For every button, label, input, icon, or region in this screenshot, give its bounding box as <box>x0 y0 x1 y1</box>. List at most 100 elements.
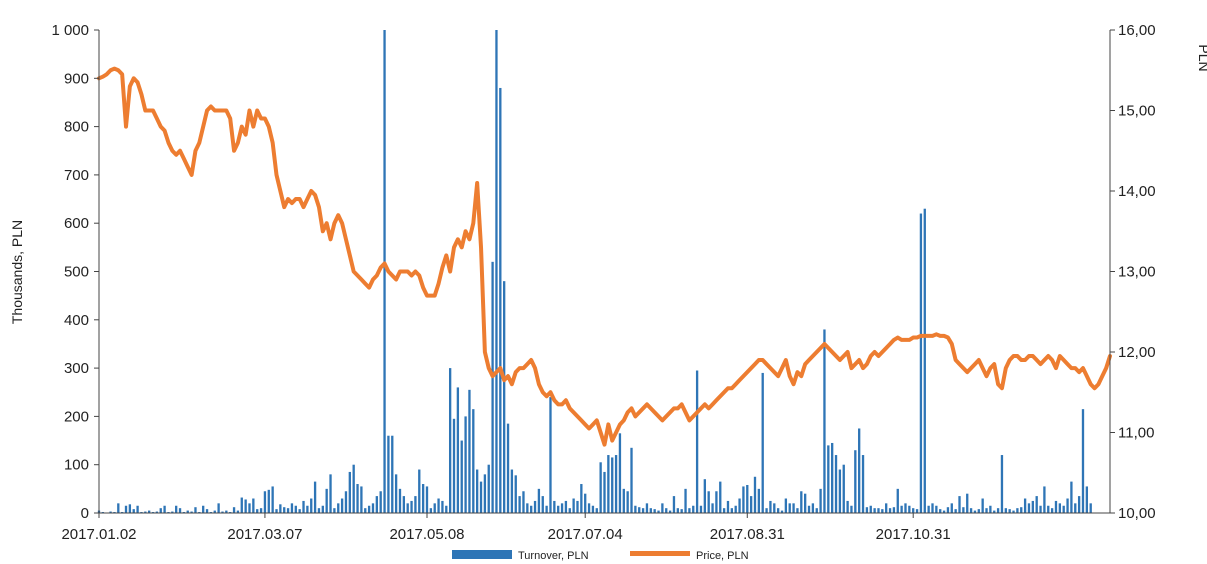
turnover-bar <box>371 503 375 513</box>
turnover-bar <box>969 508 973 513</box>
price-line <box>97 66 1112 447</box>
turnover-bar <box>117 503 120 513</box>
turnover-bar <box>298 509 301 513</box>
turnover-bar <box>769 500 772 513</box>
turnover-bar <box>279 504 282 513</box>
turnover-bar <box>418 469 421 513</box>
turnover-bar <box>665 508 668 513</box>
turnover-bar <box>437 498 440 513</box>
turnover-bar <box>406 503 409 513</box>
y-right-axis-label: PLN <box>1196 44 1207 71</box>
turnover-bar <box>1081 409 1085 513</box>
x-tick-label: 2017.01.02 <box>61 526 136 543</box>
turnover-bar <box>634 505 637 513</box>
turnover-bar <box>645 503 649 513</box>
turnover-bar <box>557 505 560 513</box>
turnover-bar <box>186 510 189 513</box>
turnover-bar <box>649 508 652 513</box>
turnover-bar <box>205 509 209 513</box>
x-tick-labels: 2017.01.02 2017.03.07 2017.05.08 2017.07.04… <box>61 513 951 543</box>
y-right-tick-label: 16,00 <box>1118 22 1156 39</box>
turnover-bar <box>472 409 475 513</box>
turnover-bar <box>973 510 977 513</box>
turnover-bar <box>927 505 930 513</box>
turnover-bar <box>537 488 541 513</box>
turnover-bar <box>267 489 270 513</box>
turnover-bar <box>344 491 348 513</box>
turnover-bar <box>869 505 872 513</box>
x-tick-label: 2017.08.31 <box>710 526 785 543</box>
price-line-group <box>97 66 1112 447</box>
turnover-bar <box>383 30 386 513</box>
turnover-bar <box>935 505 938 513</box>
turnover-bar <box>688 508 691 513</box>
turnover-bar <box>333 508 336 513</box>
turnover-bar <box>734 505 737 513</box>
turnover-bar <box>541 496 544 513</box>
turnover-bar <box>765 508 768 513</box>
turnover-bar <box>614 455 618 513</box>
turnover-bar <box>919 213 923 514</box>
turnover-bar <box>155 511 159 513</box>
turnover-bar <box>719 481 722 513</box>
x-tick-label: 2017.07.04 <box>548 526 623 543</box>
legend-swatch-turnover <box>452 550 512 559</box>
y-right-tick-label: 10,00 <box>1118 505 1156 522</box>
turnover-bar <box>842 464 845 513</box>
turnover-bar <box>464 416 467 513</box>
turnover-bar <box>190 511 193 513</box>
turnover-bar <box>1070 481 1073 513</box>
turnover-bar <box>904 503 907 513</box>
turnover-bar <box>1031 500 1034 513</box>
turnover-bar <box>819 488 822 513</box>
legend: Turnover, PLN Price, PLN <box>452 550 749 562</box>
turnover-bar <box>518 496 521 513</box>
y-left-tick-label: 800 <box>64 119 89 136</box>
turnover-bar <box>707 491 710 513</box>
turnover-bar <box>873 508 876 513</box>
y-left-tick-label: 300 <box>64 360 89 377</box>
turnover-bar <box>711 503 714 513</box>
turnover-bar <box>1039 505 1042 513</box>
turnover-bar <box>1000 455 1004 513</box>
turnover-bar <box>796 508 799 513</box>
x-tick-label: 2017.05.08 <box>389 526 464 543</box>
y-left-tick-label: 900 <box>64 70 89 87</box>
turnover-bar <box>954 509 957 513</box>
turnover-bar <box>367 505 371 513</box>
turnover-bar <box>931 503 934 513</box>
turnover-bar <box>1027 503 1031 513</box>
y-left-tick-labels: 0 100 200 300 400 500 600 700 800 900 1 000 <box>51 22 99 522</box>
turnover-bar <box>865 507 869 513</box>
turnover-bar <box>356 484 359 513</box>
turnover-bar <box>831 442 834 513</box>
turnover-bar <box>340 498 344 513</box>
turnover-bar <box>217 503 220 513</box>
turnover-bar <box>800 491 803 513</box>
turnover-bar <box>977 509 980 513</box>
turnover-bar <box>993 510 996 513</box>
turnover-bar <box>587 503 591 513</box>
turnover-bar <box>1062 505 1065 513</box>
turnover-bar <box>225 510 228 513</box>
turnover-bar <box>850 505 853 513</box>
turnover-bar <box>306 505 309 513</box>
turnover-bar <box>753 476 757 513</box>
turnover-bar <box>1058 503 1061 513</box>
turnover-bar <box>881 509 884 513</box>
turnover-bar <box>387 435 390 513</box>
y-left-tick-label: 400 <box>64 312 89 329</box>
turnover-bar <box>202 505 205 513</box>
turnover-bar <box>248 503 251 513</box>
turnover-bar <box>946 507 950 513</box>
turnover-bar <box>603 471 606 513</box>
turnover-bar <box>804 493 807 513</box>
turnover-bar <box>966 493 969 513</box>
turnover-bar <box>530 505 533 513</box>
turnover-bar <box>491 261 494 513</box>
turnover-bar <box>776 508 780 513</box>
turnover-bar <box>854 450 857 513</box>
turnover-bar <box>144 511 147 513</box>
turnover-bar <box>1074 503 1077 513</box>
